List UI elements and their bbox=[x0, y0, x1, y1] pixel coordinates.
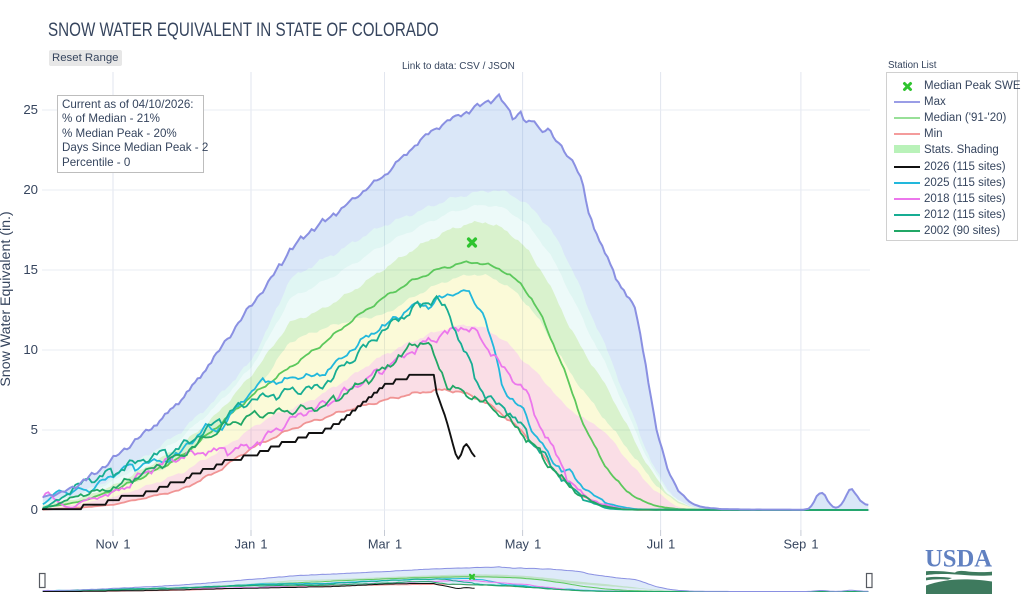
svg-text:Sep 1: Sep 1 bbox=[783, 537, 818, 552]
svg-text:USDA: USDA bbox=[925, 546, 992, 573]
svg-text:Snow Water Equivalent (in.): Snow Water Equivalent (in.) bbox=[0, 211, 14, 386]
svg-text:Jan 1: Jan 1 bbox=[235, 537, 268, 552]
svg-text:10: 10 bbox=[23, 342, 38, 357]
svg-text:15: 15 bbox=[23, 262, 38, 277]
svg-text:Nov 1: Nov 1 bbox=[96, 537, 131, 552]
svg-text:5: 5 bbox=[31, 422, 38, 437]
svg-text:25: 25 bbox=[23, 102, 38, 117]
svg-text:0: 0 bbox=[31, 502, 38, 517]
svg-text:20: 20 bbox=[23, 182, 38, 197]
svg-text:Mar 1: Mar 1 bbox=[368, 537, 402, 552]
svg-text:Jul 1: Jul 1 bbox=[647, 537, 676, 552]
svg-text:May 1: May 1 bbox=[505, 537, 541, 552]
